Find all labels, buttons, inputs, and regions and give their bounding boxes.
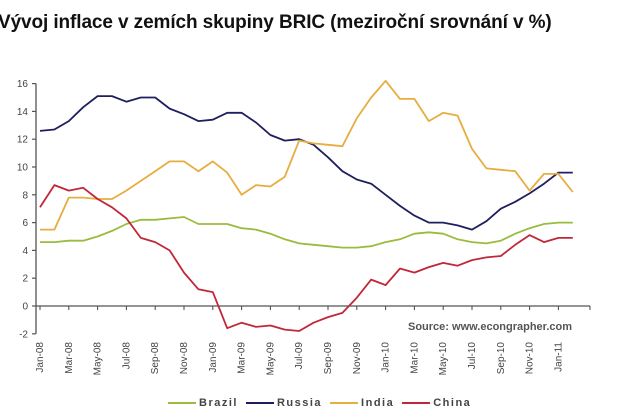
y-tick-label: 8 [22,190,28,201]
legend-item-india: India [330,397,394,409]
y-tick-label: 10 [17,163,29,174]
chart-title: Vývoj inflace v zemích skupiny BRIC (mez… [0,12,552,33]
x-tick-label: Jul-10 [467,342,478,370]
series-line-russia [39,95,573,231]
legend-swatch-india [330,402,359,404]
legend-item-china: China [402,397,471,409]
y-tick-label: 12 [17,135,29,146]
x-tick-label: Nov-08 [179,342,190,375]
x-tick-label: May-08 [93,342,104,376]
x-tick-label: Sep-09 [323,342,334,375]
x-tick-label: May-10 [438,342,449,376]
legend-label-china: China [433,397,472,409]
legend-swatch-brazil [168,402,196,404]
x-tick-label: Mar-09 [237,342,248,374]
x-tick-label: Jul-09 [294,342,305,370]
series-line-china [39,184,573,332]
x-tick-label: Jan-09 [208,342,219,373]
source-note: Source: www.econgrapher.com [408,321,572,333]
y-tick-label: 0 [22,302,28,313]
legend-label-india: India [361,397,395,409]
chart-series [39,79,574,332]
x-tick-label: Jan-10 [381,342,392,373]
x-tick-label: Nov-10 [525,342,536,375]
y-tick-label: 4 [22,246,28,257]
x-tick-label: Mar-10 [409,342,420,374]
legend-swatch-russia [245,402,274,404]
y-tick-label: 16 [17,79,29,90]
y-tick-label: 2 [22,274,28,285]
x-tick-label: May-09 [265,342,276,376]
legend-swatch-china [402,402,431,404]
chart-legend: Brazil Russia India China [168,397,471,409]
legend-item-russia: Russia [245,397,323,409]
x-tick-label: Sep-10 [496,342,507,375]
y-tick-label: 14 [17,107,29,118]
x-tick-label: Jul-08 [121,342,132,370]
legend-label-russia: Russia [276,397,323,409]
x-tick-label: Jan-08 [35,342,46,373]
x-tick-label: Nov-09 [352,342,363,375]
chart-axes: -2 0 2 4 6 8 10 12 14 16 Jan-08 Mar-08 May-08 Jul-08 S… [17,79,591,376]
x-tick-label: Jan-11 [553,342,564,372]
y-tick-label: 6 [22,218,28,229]
x-tick-label: Sep-08 [150,342,161,375]
y-tick-label: -2 [19,329,28,340]
legend-label-brazil: Brazil [199,397,238,409]
series-line-brazil [40,216,573,249]
legend-item-brazil: Brazil [168,397,238,409]
x-tick-label: Mar-08 [64,342,75,374]
series-line-india [40,79,574,231]
